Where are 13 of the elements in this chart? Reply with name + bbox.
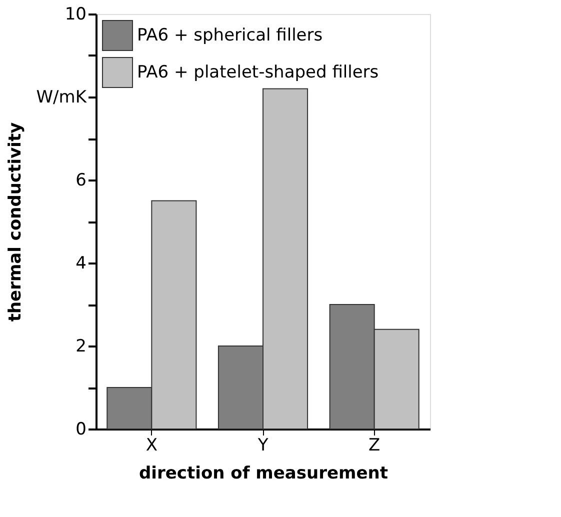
- y-tick-label: 0: [76, 420, 86, 440]
- x-tick-label: Y: [256, 436, 269, 456]
- x-tick-label: Z: [368, 436, 380, 456]
- x-axis-title: direction of measurement: [139, 464, 388, 484]
- legend-label: PA6 + platelet-shaped fillers: [137, 62, 379, 82]
- y-tick-label: 10: [64, 4, 86, 24]
- y-tick-label: W/mK: [36, 88, 88, 108]
- x-tick-label: X: [146, 436, 158, 456]
- legend-label: PA6 + spherical fillers: [137, 26, 323, 46]
- y-tick-label: 4: [76, 254, 86, 274]
- y-tick-label: 6: [76, 170, 86, 190]
- y-tick-label: 2: [76, 336, 86, 356]
- y-axis-title: thermal conductivity: [5, 122, 26, 322]
